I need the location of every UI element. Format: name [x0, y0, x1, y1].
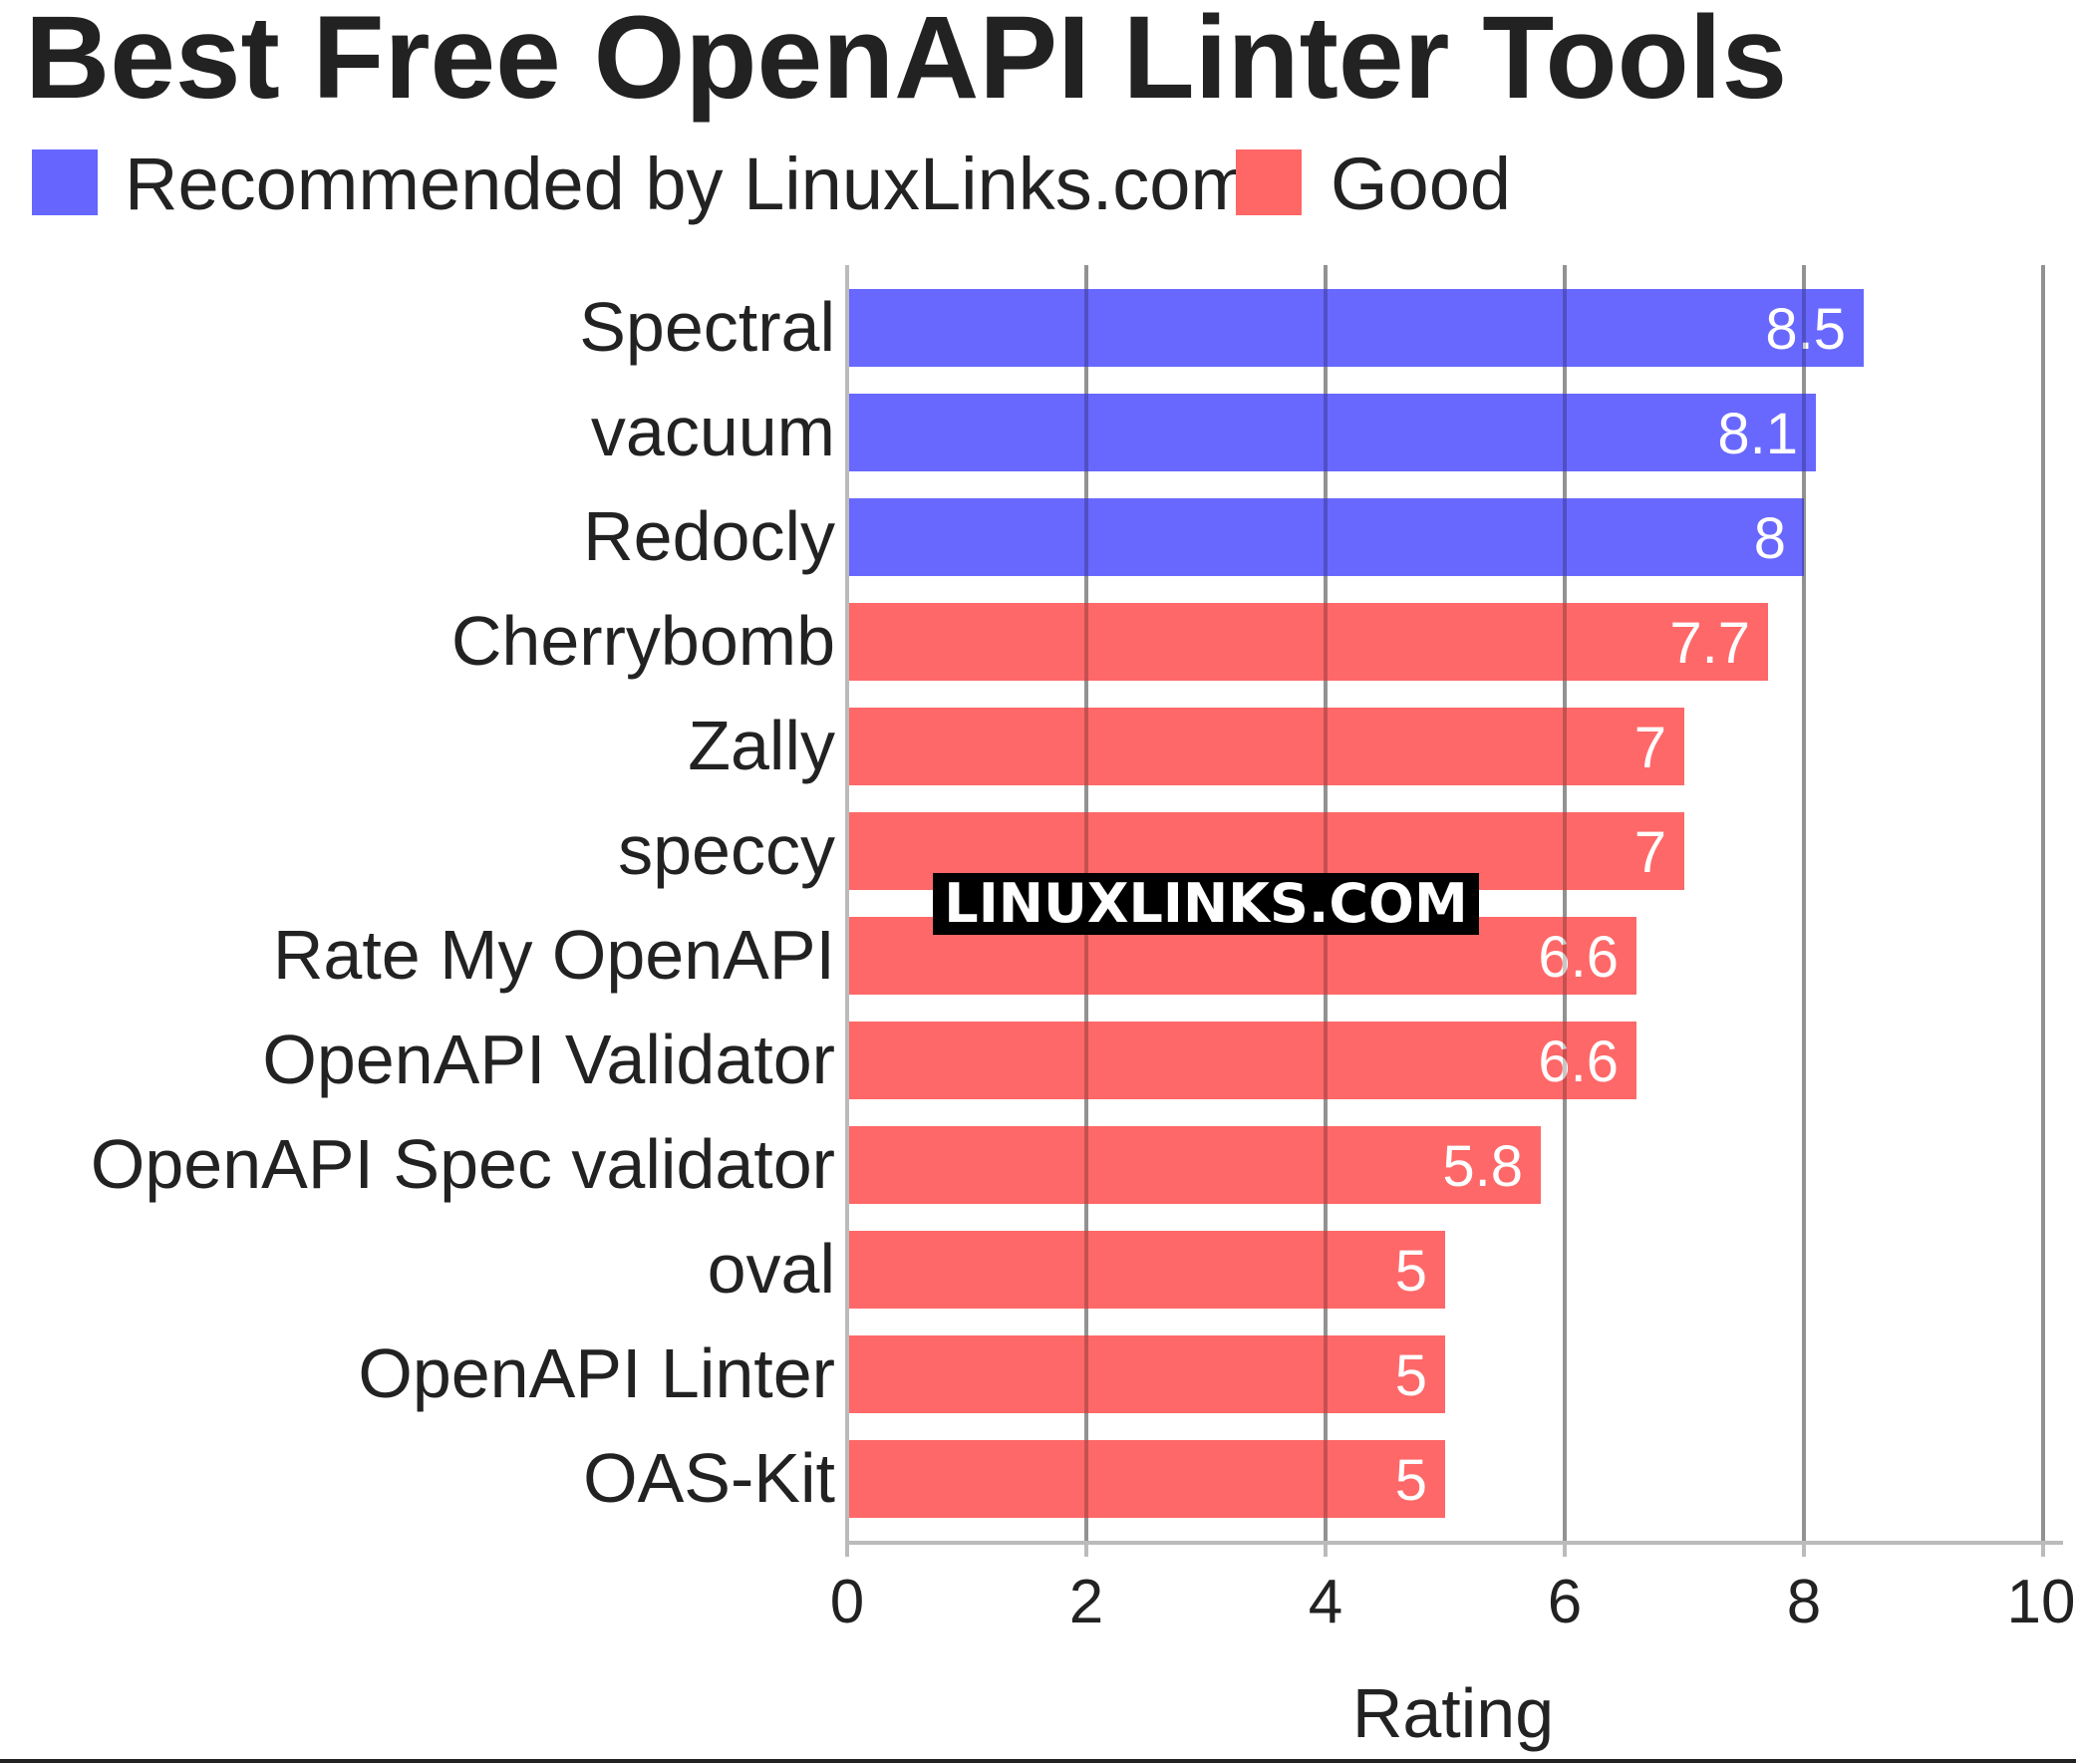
bar-value-label: 5 — [1395, 1239, 1427, 1304]
category-label: Redocly — [583, 497, 835, 575]
bar — [847, 1126, 1541, 1204]
bar-value-label: 8.1 — [1717, 402, 1798, 466]
category-label: vacuum — [591, 393, 835, 470]
bar-value-label: 7.7 — [1669, 611, 1750, 676]
legend: Recommended by LinuxLinks.com Good — [32, 143, 1511, 225]
category-label: Zally — [688, 707, 835, 784]
bar — [847, 708, 1684, 785]
category-label: Spectral — [579, 288, 835, 366]
gridlines — [1084, 265, 2045, 1543]
bar — [847, 1022, 1636, 1099]
bar-value-label: 7 — [1634, 716, 1666, 780]
watermark-background — [933, 873, 1479, 935]
x-tick-label: 10 — [2007, 1568, 2076, 1636]
bar-value-label: 6.6 — [1538, 1029, 1619, 1094]
legend-swatch-good — [1236, 149, 1302, 215]
bar — [847, 498, 1804, 576]
x-tick-label: 0 — [830, 1568, 864, 1636]
bar-value-label: 5 — [1395, 1448, 1427, 1513]
bar — [847, 289, 1864, 367]
legend-swatch-recommended — [32, 149, 98, 215]
bar — [847, 1440, 1445, 1518]
x-axis-title: Rating — [1352, 1674, 1554, 1752]
bar-value-label: 5 — [1395, 1343, 1427, 1408]
category-labels: Spectral vacuum Redocly Cherrybomb Zally spec… — [91, 288, 835, 1517]
category-label: OAS-Kit — [583, 1439, 835, 1517]
category-label: OpenAPI Linter — [358, 1334, 835, 1412]
bar-value-label: 7 — [1634, 820, 1666, 885]
bar-value-label: 6.6 — [1538, 925, 1619, 990]
x-tick-label: 8 — [1787, 1568, 1821, 1636]
category-label: speccy — [618, 811, 835, 889]
bar-value-label: 8 — [1754, 506, 1786, 571]
watermark-text: LINUXLINKS.COM — [944, 872, 1467, 935]
category-label: Rate My OpenAPI — [273, 916, 835, 994]
category-label: OpenAPI Spec validator — [91, 1125, 835, 1203]
bar-value-label: 5.8 — [1442, 1134, 1523, 1199]
legend-label-good: Good — [1331, 143, 1511, 225]
bar — [847, 1231, 1445, 1309]
category-label: Cherrybomb — [451, 602, 835, 680]
category-label: oval — [708, 1230, 835, 1308]
x-tick-label: 6 — [1548, 1568, 1582, 1636]
x-tick-label: 2 — [1069, 1568, 1103, 1636]
legend-label-recommended: Recommended by LinuxLinks.com — [125, 143, 1252, 225]
bar — [847, 1335, 1445, 1413]
x-tick-label: 4 — [1309, 1568, 1342, 1636]
bar — [847, 394, 1816, 471]
x-axis: 0 2 4 6 8 10 — [830, 265, 2076, 1636]
chart-title: Best Free OpenAPI Linter Tools — [25, 0, 1787, 124]
bar — [847, 603, 1768, 681]
watermark: LINUXLINKS.COM — [933, 872, 1479, 935]
category-label: OpenAPI Validator — [262, 1021, 835, 1098]
bar-value-label: 8.5 — [1765, 297, 1846, 362]
